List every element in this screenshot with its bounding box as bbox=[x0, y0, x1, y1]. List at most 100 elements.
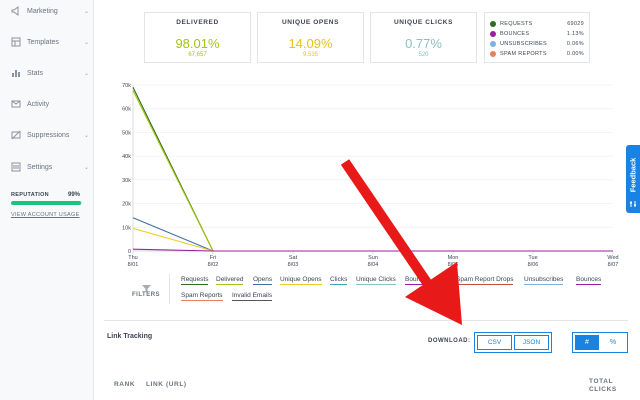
filters-bar: FILTERS Requests Delivered Opens Unique … bbox=[94, 270, 640, 310]
legend-value: 0.00% bbox=[566, 51, 584, 57]
filter-opens[interactable]: Opens bbox=[253, 276, 273, 285]
filter-invalid-emails[interactable]: Invalid Emails bbox=[232, 292, 273, 301]
toggle-count-button[interactable]: # bbox=[575, 335, 599, 350]
y-tick-label: 60k bbox=[122, 107, 131, 113]
chevron-down-icon: ⌄ bbox=[84, 70, 90, 77]
unique-clicks-card: UNIQUE CLICKS 0.77% 520 bbox=[370, 12, 477, 63]
legend-value: 1.13% bbox=[566, 31, 584, 37]
download-csv-button[interactable]: CSV bbox=[477, 335, 512, 350]
x-tick-label-date: 8/03 bbox=[288, 262, 299, 268]
feedback-tab[interactable]: Feedback bbox=[626, 145, 640, 213]
delivered-card: DELIVERED 98.01% 67,657 bbox=[144, 12, 251, 63]
legend-value: 0.06% bbox=[566, 41, 584, 47]
chevron-down-icon: ⌄ bbox=[84, 132, 90, 139]
download-json-button[interactable]: JSON bbox=[514, 335, 549, 350]
delivered-percent: 98.01% bbox=[175, 36, 220, 51]
megaphone-icon bbox=[10, 5, 22, 17]
feedback-label: Feedback bbox=[628, 157, 638, 193]
y-tick-label: 10k bbox=[122, 225, 131, 231]
filter-spam-report-drops[interactable]: Spam Report Drops bbox=[456, 276, 514, 285]
series-line-4 bbox=[132, 248, 613, 252]
legend-dot bbox=[490, 51, 496, 57]
legend-name: REQUESTS bbox=[500, 21, 533, 27]
sidebar-item-label: Marketing bbox=[27, 7, 58, 15]
delivered-title: DELIVERED bbox=[176, 19, 219, 26]
series-line-1 bbox=[132, 90, 613, 252]
reputation-label: REPUTATION bbox=[11, 192, 49, 198]
section-divider bbox=[104, 320, 628, 321]
stats-icon bbox=[10, 67, 22, 79]
filter-bounces[interactable]: Bounces bbox=[576, 276, 602, 285]
unique-clicks-title: UNIQUE CLICKS bbox=[393, 19, 454, 26]
legend-dot bbox=[490, 21, 496, 27]
legend-row-spam-reports: SPAM REPORTS 0.00% bbox=[490, 49, 584, 59]
x-tick-label-day: Sun bbox=[368, 255, 378, 261]
legend-row-unsubscribes: UNSUBSCRIBES 0.06% bbox=[490, 39, 584, 49]
filter-delivered[interactable]: Delivered bbox=[216, 276, 244, 285]
feedback-sliders-icon bbox=[630, 201, 636, 207]
legend-name: BOUNCES bbox=[500, 31, 530, 37]
x-tick-label-date: 8/02 bbox=[208, 262, 219, 268]
y-tick-label: 40k bbox=[122, 154, 131, 160]
unique-opens-percent: 14.09% bbox=[288, 36, 333, 51]
column-header-link[interactable]: LINK (URL) bbox=[146, 381, 187, 388]
legend-value: 69029 bbox=[567, 21, 584, 27]
sidebar-item-activity[interactable]: Activity bbox=[0, 93, 94, 115]
metrics-legend-card: REQUESTS 69029 BOUNCES 1.13% UNSUBSCRIBE… bbox=[484, 12, 590, 63]
y-tick-label: 70k bbox=[122, 83, 131, 89]
sidebar-item-settings[interactable]: Settings ⌄ bbox=[0, 156, 94, 178]
link-tracking-title: Link Tracking bbox=[107, 333, 153, 340]
y-tick-label: 50k bbox=[122, 130, 131, 136]
x-tick-label-date: 8/04 bbox=[368, 262, 379, 268]
chevron-down-icon: ⌄ bbox=[84, 164, 90, 171]
filter-spam-reports[interactable]: Spam Reports bbox=[181, 292, 223, 301]
column-header-rank[interactable]: RANK bbox=[114, 381, 136, 388]
reputation-bar-fill bbox=[11, 201, 82, 205]
unique-clicks-count: 520 bbox=[418, 52, 429, 58]
chevron-down-icon: ⌄ bbox=[84, 39, 90, 46]
y-tick-label: 20k bbox=[122, 202, 131, 208]
filter-bounces-partial[interactable]: Bounces bbox=[405, 276, 431, 285]
reputation-value: 99% bbox=[68, 192, 81, 198]
x-tick-label-day: Mon bbox=[448, 255, 459, 261]
y-tick-label: 30k bbox=[122, 178, 131, 184]
count-percent-toggle: # % bbox=[572, 332, 628, 353]
filter-requests[interactable]: Requests bbox=[181, 276, 209, 285]
x-tick-label-date: 8/01 bbox=[128, 262, 139, 268]
settings-icon bbox=[10, 161, 22, 173]
x-tick-label-day: Fri bbox=[210, 255, 216, 261]
x-tick-label-date: 8/06 bbox=[528, 262, 539, 268]
sidebar-item-marketing[interactable]: Marketing ⌄ bbox=[0, 0, 94, 22]
unique-clicks-percent: 0.77% bbox=[405, 36, 442, 51]
y-tick-label: 0 bbox=[128, 249, 131, 255]
sidebar-item-stats[interactable]: Stats ⌄ bbox=[0, 62, 94, 84]
toggle-percent-button[interactable]: % bbox=[601, 335, 625, 350]
x-tick-label-day: Wed bbox=[607, 255, 618, 261]
download-label: DOWNLOAD: bbox=[428, 338, 471, 344]
unique-opens-title: UNIQUE OPENS bbox=[281, 19, 340, 26]
unique-opens-card: UNIQUE OPENS 14.09% 9,535 bbox=[257, 12, 364, 63]
filter-unsubscribes[interactable]: Unsubscribes bbox=[524, 276, 564, 285]
filter-funnel-icon bbox=[142, 280, 151, 298]
templates-icon bbox=[10, 36, 22, 48]
legend-name: UNSUBSCRIBES bbox=[500, 41, 547, 47]
legend-name: SPAM REPORTS bbox=[500, 51, 547, 57]
sidebar-item-label: Activity bbox=[27, 100, 50, 108]
column-header-total[interactable]: TOTAL bbox=[589, 378, 614, 385]
filter-unique-clicks[interactable]: Unique Clicks bbox=[356, 276, 396, 285]
x-tick-label-day: Sat bbox=[289, 255, 298, 261]
sidebar-item-label: Templates bbox=[27, 38, 59, 46]
sidebar-item-suppressions[interactable]: Suppressions ⌄ bbox=[0, 124, 94, 146]
chevron-down-icon: ⌄ bbox=[84, 8, 90, 15]
sidebar-item-templates[interactable]: Templates ⌄ bbox=[0, 31, 94, 53]
stats-line-chart: 010k20k30k40k50k60k70kThu8/01Fri8/02Sat8… bbox=[122, 83, 618, 268]
filter-unique-opens[interactable]: Unique Opens bbox=[280, 276, 322, 285]
filter-clicks[interactable]: Clicks bbox=[330, 276, 348, 285]
legend-row-requests: REQUESTS 69029 bbox=[490, 19, 584, 29]
filters-label: FILTERS bbox=[132, 292, 161, 298]
sidebar: Marketing ⌄ Templates ⌄ Stats ⌄ Activity… bbox=[0, 0, 94, 400]
column-header-clicks[interactable]: CLICKS bbox=[589, 386, 617, 393]
view-account-usage-link[interactable]: VIEW ACCOUNT USAGE bbox=[11, 212, 80, 218]
sidebar-item-label: Settings bbox=[27, 163, 53, 171]
download-button-group: CSV JSON bbox=[474, 332, 552, 353]
